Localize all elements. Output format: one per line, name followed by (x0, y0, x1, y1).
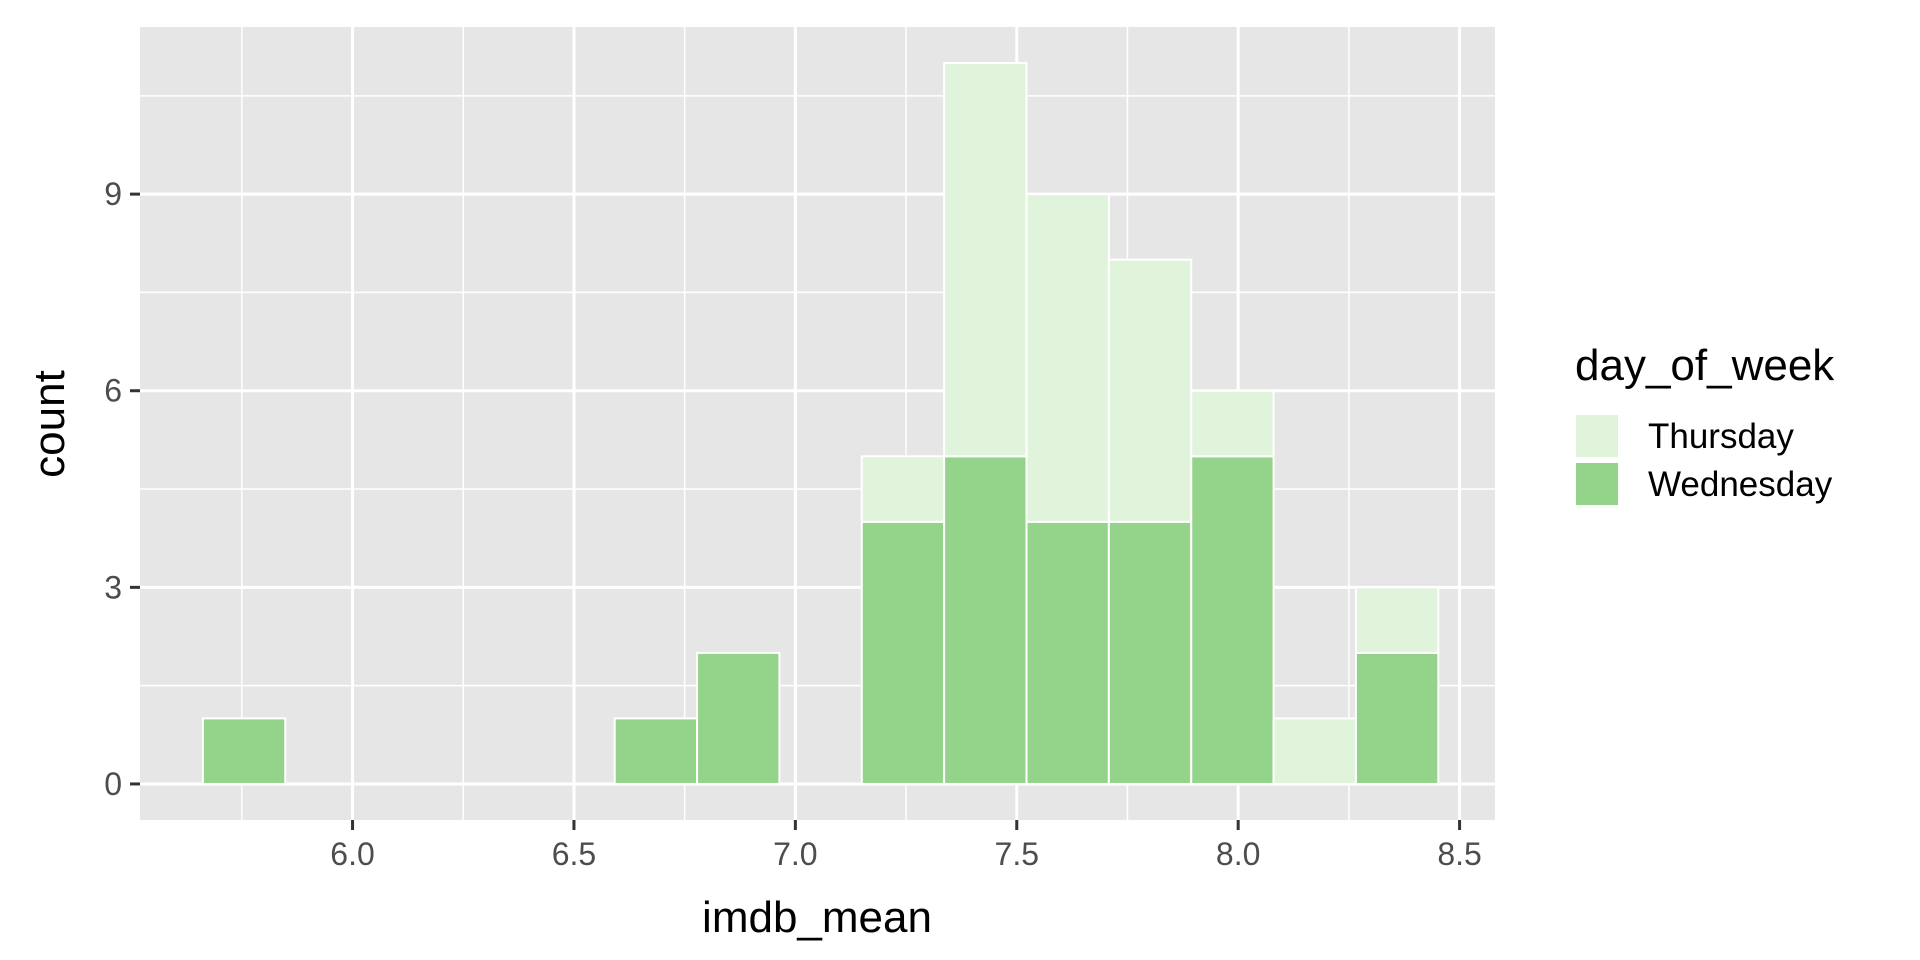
x-tick-label: 7.0 (773, 836, 817, 872)
y-tick-label: 0 (104, 766, 122, 802)
x-tick-label: 6.0 (330, 836, 374, 872)
bar-thursday (860, 455, 946, 523)
y-axis-title: count (25, 370, 74, 478)
x-tick-label: 8.0 (1216, 836, 1260, 872)
y-tick-label: 9 (104, 176, 122, 212)
bar-wednesday (1025, 520, 1110, 785)
bar-wednesday (860, 520, 946, 785)
legend-label-wednesday: Wednesday (1648, 465, 1833, 504)
bar-wednesday (696, 651, 781, 785)
bar-wednesday (613, 717, 699, 785)
plot-panel (140, 27, 1495, 820)
x-axis: 6.0 6.5 7.0 7.5 8.0 8.5 (330, 820, 1482, 872)
legend: day_of_week Thursday Wednesday (1574, 341, 1835, 507)
bar-thursday (943, 62, 1028, 458)
bar-wednesday (1354, 651, 1440, 785)
bar-thursday (1025, 193, 1110, 523)
bar-wednesday (943, 455, 1028, 785)
legend-key-wednesday (1574, 461, 1620, 507)
bar-thursday (1107, 258, 1193, 523)
bar-thursday (1354, 586, 1440, 654)
bar-wednesday (201, 717, 287, 785)
y-tick-label: 3 (104, 569, 122, 605)
bar-thursday (1272, 717, 1357, 785)
bar-wednesday (1190, 455, 1275, 785)
legend-key-thursday (1574, 413, 1620, 459)
histogram-bars (201, 62, 1440, 785)
legend-label-thursday: Thursday (1648, 417, 1794, 456)
y-axis: 0 3 6 9 (104, 176, 140, 802)
bar-thursday (1190, 389, 1275, 458)
y-tick-label: 6 (104, 373, 122, 409)
bar-wednesday (1107, 520, 1193, 785)
x-axis-title: imdb_mean (702, 893, 932, 942)
x-tick-label: 7.5 (995, 836, 1039, 872)
legend-title: day_of_week (1575, 341, 1835, 390)
x-tick-label: 6.5 (552, 836, 596, 872)
x-tick-label: 8.5 (1437, 836, 1481, 872)
